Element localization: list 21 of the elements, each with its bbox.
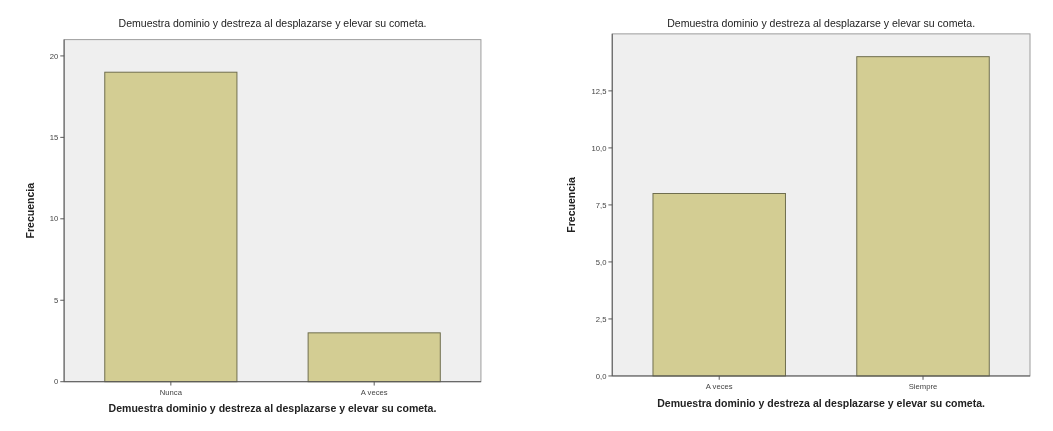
y-tick-label: 5,0 [595, 257, 607, 267]
chart-title: Demuestra dominio y destreza al desplazarse y elevar su cometa. [118, 17, 427, 30]
y-tick-label: 2,5 [595, 314, 607, 324]
x-tick-label: Siempre [908, 382, 938, 392]
x-axis-title: Demuestra dominio y destreza al desplazarse y elevar su cometa. [108, 402, 437, 415]
x-axis-title: Demuestra dominio y destreza al desplazarse y elevar su cometa. [657, 396, 986, 409]
y-tick-label: 7,5 [595, 200, 607, 210]
y-tick-label: 0,0 [595, 371, 607, 381]
y-tick-label: 0 [54, 377, 59, 387]
y-tick-label: 15 [49, 133, 59, 143]
y-tick-label: 12,5 [591, 86, 607, 96]
y-axis-title: Frecuencia [564, 176, 577, 233]
x-tick-label: Nunca [159, 388, 183, 398]
y-tick-label: 20 [49, 51, 59, 61]
y-axis-title: Frecuencia [24, 182, 37, 239]
chart-title: Demuestra dominio y destreza al desplazarse y elevar su cometa. [667, 17, 976, 30]
x-tick-label: A veces [705, 382, 733, 392]
y-tick-label: 10,0 [591, 143, 607, 153]
x-tick-label: A veces [360, 388, 388, 398]
y-tick-label: 5 [54, 295, 59, 305]
y-tick-label: 10 [49, 214, 59, 224]
